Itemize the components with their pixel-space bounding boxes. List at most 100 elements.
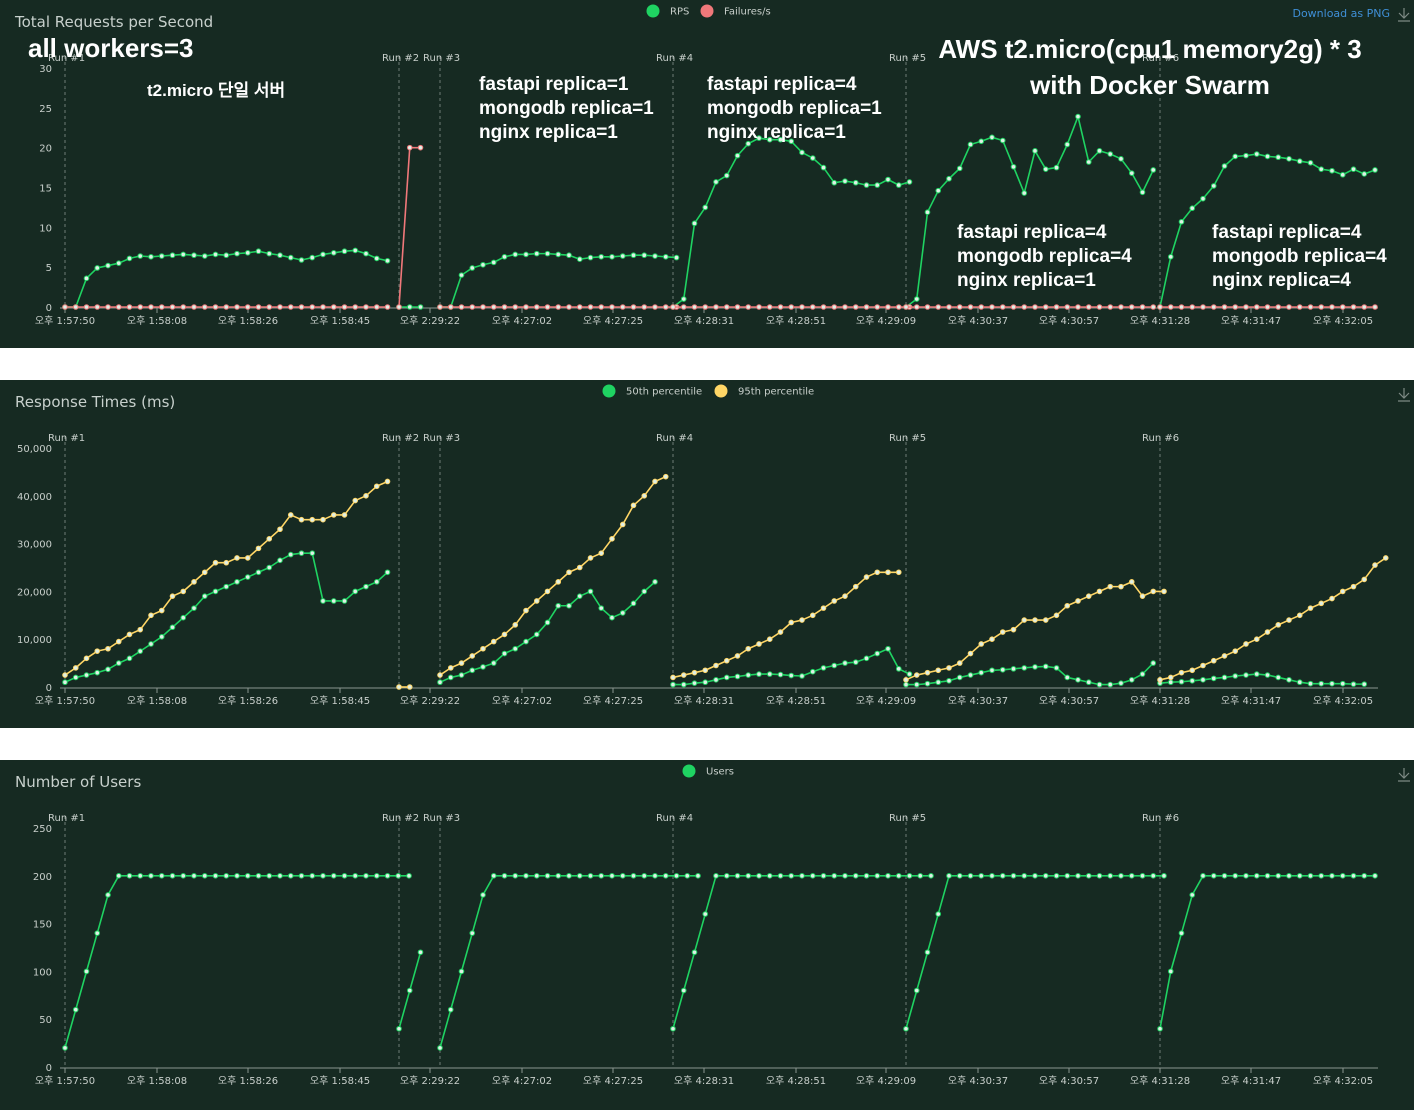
- data-point: [1032, 148, 1038, 154]
- data-point: [1264, 153, 1271, 160]
- x-tick-label: 오후 4:32:05: [1313, 1075, 1373, 1087]
- data-point: [1010, 666, 1017, 672]
- data-point: [406, 304, 413, 310]
- data-point: [1264, 304, 1271, 310]
- annotation-run4-config: nginx replica=1: [707, 122, 846, 143]
- data-point: [83, 655, 90, 662]
- data-point: [1128, 677, 1135, 683]
- data-point: [745, 873, 752, 879]
- data-point: [1210, 873, 1217, 879]
- y-tick-label: 10,000: [17, 635, 52, 646]
- x-tick-label: 오후 4:31:28: [1130, 315, 1190, 327]
- data-point: [1085, 304, 1092, 310]
- data-point: [913, 681, 920, 688]
- data-point: [852, 179, 859, 186]
- data-point: [266, 250, 273, 257]
- annotation-run6-config: nginx replica=4: [1212, 270, 1351, 291]
- data-point: [1264, 873, 1271, 879]
- data-point: [158, 304, 165, 310]
- data-point: [956, 304, 963, 310]
- data-point: [191, 252, 197, 259]
- legend-marker-1[interactable]: [602, 384, 616, 398]
- data-point: [1275, 873, 1282, 879]
- legend-marker-2[interactable]: [682, 764, 696, 778]
- data-point: [212, 251, 219, 258]
- data-point: [352, 588, 359, 595]
- data-point: [831, 873, 838, 879]
- data-point: [363, 873, 369, 879]
- annotation-run5-config: fastapi replica=4: [957, 222, 1107, 243]
- data-point: [298, 516, 305, 523]
- data-point: [874, 650, 881, 657]
- download-icon[interactable]: [1398, 388, 1410, 402]
- data-point: [396, 304, 402, 310]
- data-point: [94, 930, 101, 936]
- data-point: [137, 304, 144, 310]
- data-point: [946, 304, 952, 310]
- data-point: [799, 304, 805, 310]
- data-point: [809, 668, 816, 675]
- data-point: [255, 545, 262, 552]
- data-point: [191, 605, 197, 611]
- data-point: [935, 304, 942, 310]
- data-point: [458, 272, 465, 278]
- data-point: [1178, 669, 1185, 676]
- download-arrow: [1398, 8, 1410, 22]
- x-tick-label: 오후 4:29:09: [856, 1075, 916, 1087]
- data-point: [363, 583, 369, 590]
- data-point: [330, 304, 337, 310]
- data-point: [512, 645, 519, 652]
- data-point: [935, 679, 942, 686]
- data-point: [544, 873, 551, 879]
- download-icon[interactable]: [1398, 768, 1410, 782]
- data-point: [1053, 873, 1060, 879]
- data-point: [490, 259, 497, 266]
- data-point: [1253, 636, 1260, 643]
- data-point: [501, 650, 508, 657]
- data-point: [544, 304, 551, 310]
- data-point: [94, 265, 101, 271]
- data-point: [480, 645, 486, 652]
- data-point: [820, 164, 827, 171]
- data-point: [417, 949, 424, 956]
- data-point: [1042, 617, 1049, 623]
- data-point: [255, 873, 262, 879]
- data-point: [158, 607, 165, 614]
- data-point: [406, 684, 413, 690]
- data-point: [723, 674, 730, 681]
- data-point: [1021, 190, 1028, 196]
- data-point: [842, 593, 848, 599]
- data-point: [1096, 588, 1103, 595]
- data-point: [967, 304, 974, 310]
- data-point: [212, 559, 219, 566]
- x-tick-label: 오후 4:31:28: [1130, 695, 1190, 707]
- data-point: [842, 873, 848, 879]
- data-point: [1075, 677, 1081, 683]
- data-point: [480, 304, 486, 310]
- data-point: [1021, 665, 1028, 671]
- data-point: [670, 304, 676, 310]
- data-point: [501, 631, 508, 638]
- data-point: [287, 873, 294, 879]
- data-point: [309, 516, 316, 523]
- data-point: [373, 304, 380, 310]
- legend-marker-0[interactable]: [646, 4, 660, 18]
- data-point: [469, 653, 476, 659]
- x-tick-label: 오후 4:27:25: [583, 1075, 643, 1087]
- data-point: [1128, 579, 1135, 585]
- data-point: [373, 579, 380, 585]
- data-point: [662, 254, 669, 260]
- legend-marker-0[interactable]: [700, 4, 714, 18]
- download-icon[interactable]: [1398, 8, 1410, 22]
- data-point: [1096, 681, 1103, 688]
- data-point: [469, 265, 476, 271]
- data-point: [1032, 304, 1038, 310]
- data-point: [137, 648, 144, 654]
- data-point: [723, 304, 730, 310]
- data-point: [619, 253, 626, 259]
- data-point: [587, 304, 594, 310]
- y-tick-label: 100: [33, 967, 52, 978]
- legend-marker-1[interactable]: [714, 384, 728, 398]
- data-point: [587, 254, 594, 261]
- data-point: [512, 622, 519, 628]
